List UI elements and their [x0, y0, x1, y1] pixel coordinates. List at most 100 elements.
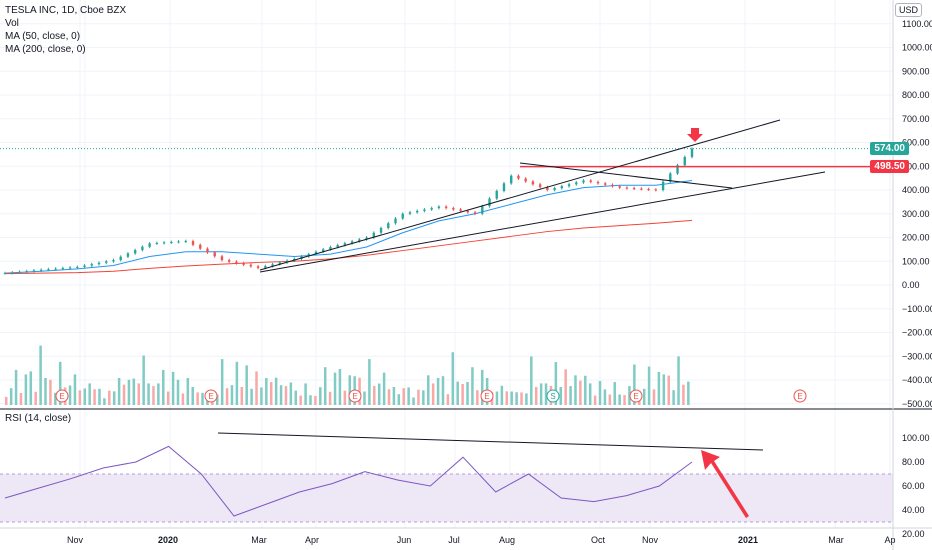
- trendline: [259, 119, 781, 271]
- earnings-marker: [480, 389, 494, 403]
- candle: [488, 198, 491, 207]
- volume-bar: [49, 379, 52, 405]
- volume-bar: [122, 384, 126, 405]
- candle: [589, 180, 592, 182]
- candle: [321, 249, 325, 252]
- volume-bar: [265, 378, 268, 405]
- rsi-legend[interactable]: RSI (14, close): [5, 413, 72, 424]
- time-tick-label: Apr: [305, 535, 319, 545]
- volume-bar: [382, 372, 386, 405]
- grid: [0, 0, 893, 528]
- volume-bar: [152, 386, 155, 405]
- volume-bar: [387, 389, 391, 405]
- candle: [502, 183, 506, 191]
- vol-legend[interactable]: Vol: [5, 18, 19, 29]
- candle: [155, 242, 159, 244]
- volume-bar: [220, 359, 224, 405]
- candle: [618, 186, 621, 188]
- volume-bar: [603, 389, 607, 405]
- volume-bar: [157, 383, 160, 405]
- candle: [408, 212, 412, 214]
- volume-bar: [166, 391, 170, 405]
- candle: [567, 184, 571, 187]
- candle: [54, 268, 57, 270]
- currency-button[interactable]: USD: [894, 3, 922, 17]
- candle: [350, 241, 354, 244]
- volume-bar: [255, 371, 258, 405]
- volume-bar: [132, 378, 136, 405]
- candle: [112, 260, 115, 262]
- volume-bar: [73, 374, 77, 405]
- volume-bar: [593, 395, 597, 405]
- price-tick-label: 0.00: [902, 280, 920, 290]
- candle: [654, 189, 658, 191]
- volume-bar: [68, 385, 72, 405]
- ma200-legend[interactable]: MA (200, close, 0): [5, 44, 86, 55]
- volume-bar: [230, 385, 234, 405]
- volume-bar: [225, 388, 229, 405]
- rsi-tick-label: 100.00: [902, 433, 930, 443]
- candle: [3, 273, 7, 275]
- candle: [582, 180, 585, 183]
- volume-bar: [677, 356, 680, 405]
- volume-bar: [373, 386, 376, 405]
- volume-bar: [471, 367, 474, 405]
- level-price-tag: 498.50: [870, 160, 909, 173]
- volume-bar: [201, 392, 204, 405]
- candle: [314, 251, 318, 255]
- volume-bar: [171, 371, 175, 405]
- time-tick-label: Oct: [591, 535, 606, 545]
- candle: [365, 237, 368, 240]
- volume-bar: [652, 389, 656, 405]
- ma50-legend[interactable]: MA (50, close, 0): [5, 31, 81, 42]
- volume-bar: [588, 383, 592, 405]
- volume-bar: [127, 379, 131, 405]
- volume-bar: [480, 369, 484, 405]
- candle: [553, 188, 556, 190]
- candle: [126, 253, 130, 257]
- volume-bar: [181, 393, 185, 405]
- volume-bar: [338, 369, 342, 405]
- price-tick-label: −400.00: [902, 375, 932, 385]
- candle: [524, 178, 527, 182]
- volume-bar: [147, 383, 150, 405]
- candle: [227, 260, 231, 262]
- volume-bar: [333, 372, 337, 405]
- volume-bar: [250, 388, 253, 405]
- volume-bar: [314, 396, 317, 405]
- volume-bar: [672, 390, 675, 405]
- candle: [264, 266, 267, 268]
- candle: [466, 210, 470, 213]
- volume-bar: [328, 391, 332, 405]
- volume-bar: [103, 398, 106, 405]
- candle: [416, 210, 419, 213]
- price-tick-label: 1100.00: [902, 19, 932, 29]
- trendline: [519, 162, 733, 189]
- volume-bar: [279, 385, 283, 405]
- volume-bar: [436, 378, 440, 405]
- candle: [517, 175, 520, 179]
- volume-bar: [235, 361, 239, 405]
- price-tick-label: −300.00: [902, 351, 932, 361]
- volume-bar: [108, 390, 111, 405]
- volume-bar: [618, 394, 621, 405]
- price-candles: [3, 147, 694, 275]
- symbol-title[interactable]: TESLA INC, 1D, Cboe BZX: [5, 5, 127, 16]
- volume-bar: [289, 382, 293, 405]
- volume-bar: [564, 369, 567, 405]
- volume-bar: [667, 375, 670, 405]
- candle: [423, 209, 426, 211]
- volume-bar: [176, 379, 180, 405]
- rsi-line: [4, 445, 693, 517]
- candle: [401, 213, 404, 219]
- earnings-marker-label: E: [797, 392, 802, 401]
- candle: [538, 184, 542, 188]
- volume-bar: [662, 374, 666, 405]
- candle: [430, 208, 433, 210]
- rsi-trendline: [217, 432, 764, 451]
- volume-bar: [137, 383, 140, 405]
- candle: [437, 206, 441, 209]
- candle: [647, 189, 650, 191]
